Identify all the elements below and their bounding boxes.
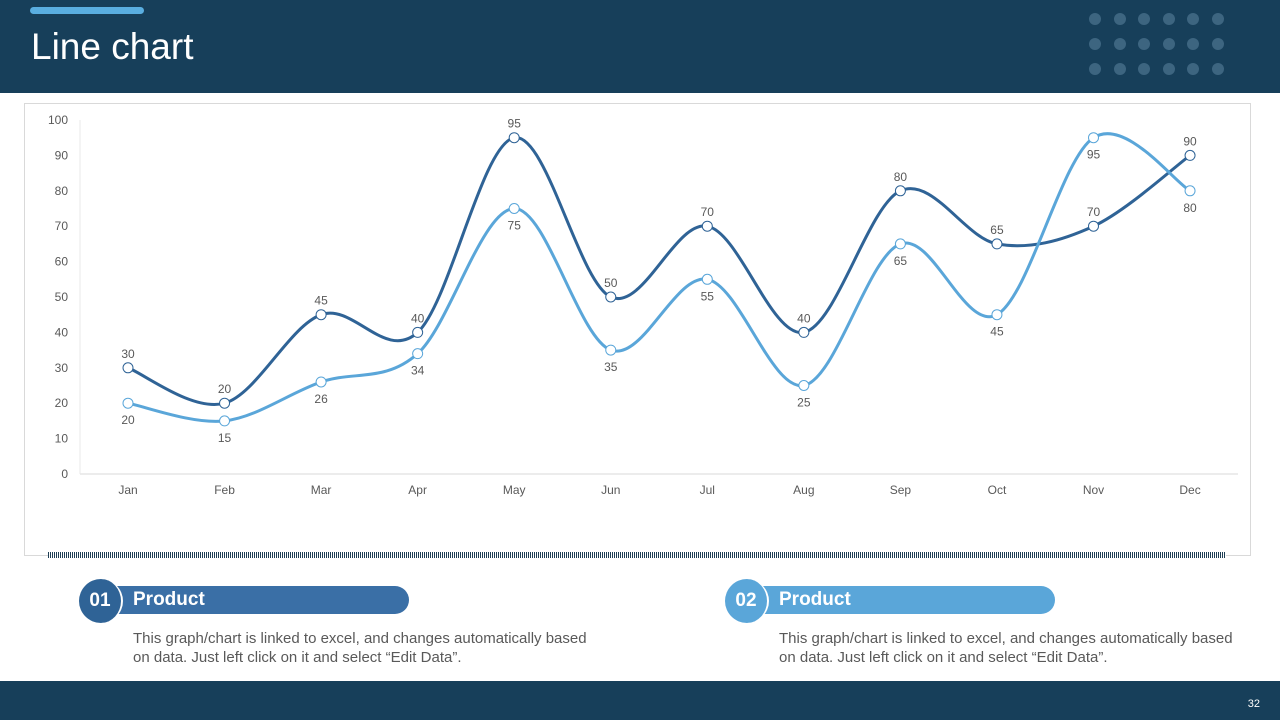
y-tick-label: 40 [55, 325, 69, 339]
data-label: 25 [797, 396, 811, 410]
data-point[interactable] [1184, 185, 1196, 197]
data-point[interactable] [412, 326, 424, 338]
x-tick-label: Sep [890, 483, 912, 497]
data-label: 45 [314, 294, 328, 308]
data-point[interactable] [122, 397, 134, 409]
y-tick-label: 60 [55, 255, 69, 269]
line-chart[interactable]: 0 10 20 30 40 50 60 70 80 90 100 Jan Feb Mar Apr May Jun… [0, 0, 1280, 560]
data-label: 80 [894, 170, 908, 184]
decorative-dots [1089, 13, 1224, 75]
y-tick-label: 0 [61, 467, 68, 481]
data-point[interactable] [701, 220, 713, 232]
data-label: 40 [411, 311, 425, 325]
data-point[interactable] [991, 238, 1003, 250]
x-tick-label: Mar [311, 483, 332, 497]
data-point[interactable] [605, 291, 617, 303]
data-label: 95 [508, 117, 522, 131]
y-tick-label: 100 [48, 113, 68, 127]
data-point[interactable] [508, 203, 520, 214]
data-label: 65 [990, 223, 1004, 237]
data-label: 95 [1087, 148, 1101, 162]
data-point[interactable] [894, 185, 906, 197]
data-label: 50 [604, 276, 618, 290]
data-label: 55 [701, 289, 715, 303]
x-tick-label: May [503, 483, 526, 497]
x-tick-label: Jun [601, 483, 620, 497]
y-tick-label: 10 [55, 432, 69, 446]
data-point[interactable] [1184, 149, 1196, 161]
product-description: This graph/chart is linked to excel, and… [779, 630, 1233, 666]
data-label: 26 [314, 392, 328, 406]
x-tick-label: Dec [1179, 483, 1200, 497]
page-number: 32 [1247, 698, 1260, 710]
y-tick-label: 70 [55, 219, 69, 233]
data-label: 70 [1087, 205, 1101, 219]
x-tick-label: Aug [793, 483, 814, 497]
product-number-badge: 01 [79, 579, 123, 623]
series-line-1 [127, 136, 1191, 406]
data-label: 80 [1183, 201, 1197, 215]
product-number-badge: 02 [725, 579, 769, 623]
header: Line chart [0, 0, 1280, 93]
data-point[interactable] [508, 132, 520, 144]
data-label: 90 [1183, 134, 1197, 148]
data-label: 15 [218, 431, 232, 445]
x-tick-label: Jul [700, 483, 715, 497]
data-point[interactable] [315, 376, 327, 388]
x-tick-label: Nov [1083, 483, 1104, 497]
x-tick-label: Jan [118, 483, 137, 497]
y-tick-label: 90 [55, 148, 69, 162]
y-tick-label: 80 [55, 184, 69, 198]
hatched-divider [48, 552, 1226, 558]
data-point[interactable] [798, 380, 810, 391]
data-point[interactable] [1088, 220, 1099, 232]
y-tick-label: 30 [55, 361, 69, 375]
product-title: Product [755, 586, 1055, 614]
footer: 32 [0, 681, 1280, 720]
data-point[interactable] [894, 238, 906, 250]
x-tick-label: Feb [214, 483, 235, 497]
data-point[interactable] [701, 273, 713, 285]
data-label: 35 [604, 360, 618, 374]
data-label: 20 [121, 413, 135, 427]
x-tick-label: Oct [988, 483, 1007, 497]
data-label: 70 [701, 205, 715, 219]
data-point[interactable] [991, 309, 1003, 321]
y-tick-label: 50 [55, 290, 69, 304]
data-label: 45 [990, 325, 1004, 339]
product-title: Product [109, 586, 409, 614]
y-tick-label: 20 [55, 396, 69, 410]
data-point[interactable] [219, 415, 231, 427]
series-line-2 [127, 132, 1191, 423]
data-point[interactable] [1088, 132, 1099, 144]
data-label: 75 [508, 219, 522, 233]
data-label: 65 [894, 254, 908, 268]
data-point[interactable] [798, 326, 810, 338]
product-description: This graph/chart is linked to excel, and… [133, 630, 587, 666]
data-point[interactable] [219, 397, 231, 409]
data-label: 20 [218, 382, 232, 396]
data-label: 30 [121, 347, 135, 361]
x-tick-label: Apr [408, 483, 427, 497]
data-point[interactable] [315, 309, 327, 321]
data-label: 40 [797, 311, 811, 325]
data-label: 34 [411, 364, 425, 378]
accent-bar [30, 7, 144, 14]
page-title: Line chart [31, 26, 194, 67]
data-point[interactable] [412, 348, 424, 360]
data-point[interactable] [122, 362, 134, 374]
data-point[interactable] [605, 344, 617, 356]
